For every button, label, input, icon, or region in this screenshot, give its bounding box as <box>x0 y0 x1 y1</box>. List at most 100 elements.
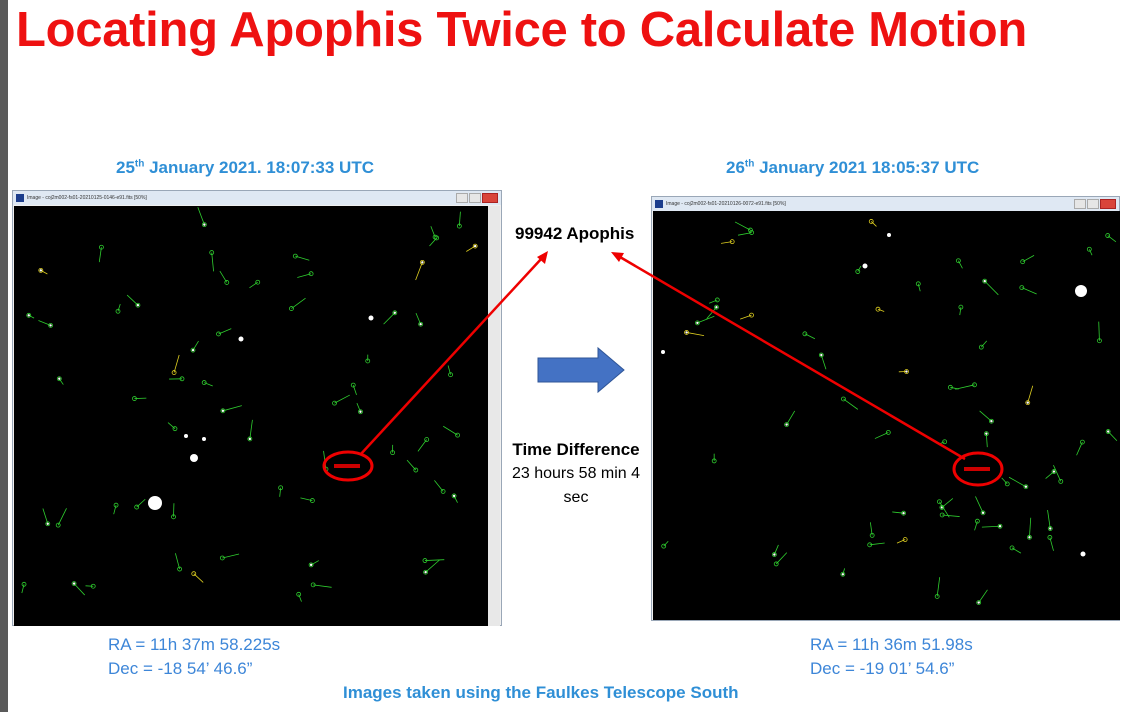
star <box>136 304 140 307</box>
star <box>393 311 397 315</box>
marker-tail <box>820 354 827 370</box>
star <box>179 376 185 382</box>
star <box>841 396 846 402</box>
marker-tail <box>356 402 361 412</box>
star <box>38 267 44 273</box>
star <box>90 583 96 589</box>
star <box>224 280 230 285</box>
marker-tail <box>42 508 49 524</box>
star <box>58 377 61 380</box>
pointer-head <box>611 252 624 262</box>
marker-tail <box>939 501 950 518</box>
star <box>661 543 667 549</box>
star <box>1047 526 1053 531</box>
star <box>46 522 49 525</box>
caption-suffix: th <box>134 158 145 170</box>
star <box>1052 470 1056 473</box>
star <box>711 458 717 464</box>
direction-arrow <box>537 346 625 394</box>
minimize-button[interactable] <box>456 193 468 203</box>
star <box>368 315 374 321</box>
star <box>247 436 253 442</box>
star <box>278 485 284 491</box>
marker-tail <box>98 247 102 263</box>
left-sky-image <box>14 206 488 626</box>
marker-tail <box>291 297 306 309</box>
marker-tail <box>975 496 984 514</box>
marker-tail <box>310 560 319 566</box>
star <box>219 555 225 561</box>
marker-tail <box>1021 287 1037 295</box>
marker-tail <box>249 281 258 289</box>
marker-tail <box>447 365 451 375</box>
marker-tail <box>981 525 1001 528</box>
star <box>472 243 478 249</box>
marker-tail <box>686 332 705 336</box>
star <box>39 269 43 272</box>
star <box>115 308 121 314</box>
marker-tail <box>415 262 423 281</box>
marker-tail <box>313 584 332 588</box>
star <box>424 571 427 574</box>
marker-tail <box>113 505 117 515</box>
marker-tail <box>1047 509 1051 529</box>
star <box>201 380 207 385</box>
star <box>1047 535 1053 540</box>
caption-text: January 2021. 18:07:33 UTC <box>144 158 374 177</box>
star <box>684 330 689 335</box>
marker-tail <box>1008 476 1027 488</box>
star <box>350 382 356 388</box>
marker-tail <box>117 304 121 312</box>
star <box>132 396 137 401</box>
star <box>1106 430 1110 433</box>
star <box>238 336 244 342</box>
left-caption: 25th January 2021. 18:07:33 UTC <box>116 158 374 178</box>
star <box>982 278 988 284</box>
star <box>1086 246 1092 252</box>
star <box>448 372 453 378</box>
star <box>749 312 754 318</box>
star <box>977 601 980 604</box>
star <box>715 306 718 309</box>
marker-tail <box>843 398 859 410</box>
close-button[interactable] <box>482 193 498 203</box>
star <box>203 223 206 226</box>
marker-tail <box>458 211 461 227</box>
marker-tail <box>942 514 960 517</box>
star <box>915 281 921 287</box>
time-difference-value: 23 hours 58 min 4 sec <box>511 465 641 506</box>
star <box>1019 285 1025 290</box>
star <box>1105 233 1111 238</box>
star <box>749 230 755 235</box>
maximize-button[interactable] <box>469 193 481 203</box>
marker-tail <box>40 270 48 275</box>
marker-tail <box>936 577 941 597</box>
maximize-button[interactable] <box>1087 199 1099 209</box>
marker-tail <box>1053 465 1062 482</box>
star <box>184 434 188 438</box>
marker-tail <box>974 521 978 531</box>
star <box>901 510 906 516</box>
window-icon <box>16 194 24 202</box>
marker-tail <box>984 280 999 296</box>
star <box>939 512 945 518</box>
star <box>191 348 195 352</box>
star <box>71 581 77 587</box>
star <box>983 279 986 283</box>
marker-tail <box>175 553 181 570</box>
window-buttons <box>456 193 498 203</box>
star <box>869 532 875 538</box>
star <box>455 432 460 438</box>
marker-tail <box>959 307 962 316</box>
star <box>48 322 54 328</box>
right-coordinates: RA = 11h 36m 51.98s Dec = -19 01’ 54.6” <box>810 633 973 681</box>
star <box>998 525 1002 528</box>
star <box>308 271 314 277</box>
star <box>440 489 446 494</box>
star <box>26 312 32 318</box>
star <box>473 244 477 248</box>
minimize-button[interactable] <box>1074 199 1086 209</box>
star <box>418 321 424 327</box>
close-button[interactable] <box>1100 199 1116 209</box>
star <box>714 297 720 303</box>
